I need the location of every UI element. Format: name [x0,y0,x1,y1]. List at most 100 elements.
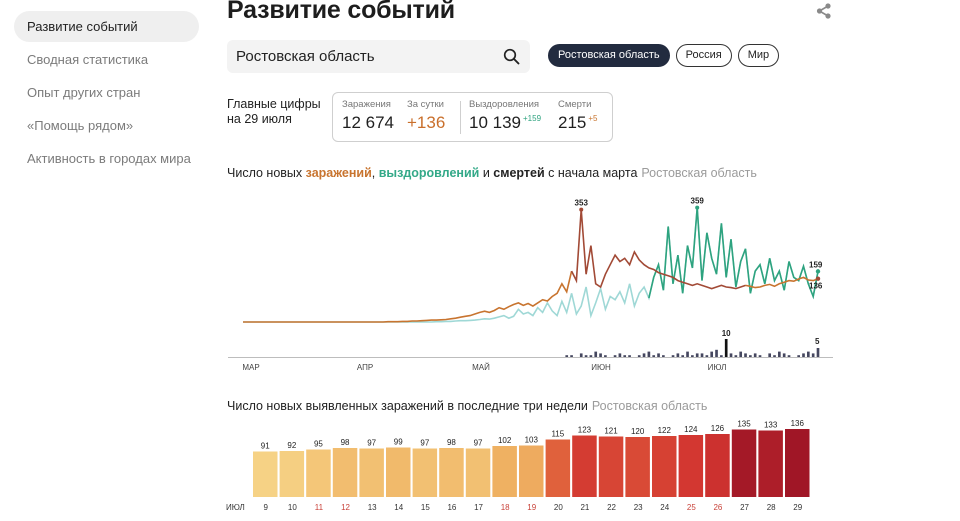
infection-bar [279,451,305,497]
deaths-bar [758,355,762,357]
deaths-bar [715,349,718,357]
infections-last-label: 136 [809,282,823,291]
share-icon[interactable] [815,2,833,20]
bar-category-label: 13 [368,503,377,512]
deaths-bar [695,353,699,357]
bar-chart: 9199210951198129713991497159816971710218… [226,420,810,512]
infections-value: 12 674 [342,113,394,132]
region-chip-rostov[interactable]: Ростовская область [548,44,670,67]
deaths-bar [720,355,723,357]
bar-category-label: 17 [474,503,483,512]
key-figures-divider [460,101,461,134]
infection-bar [332,448,358,497]
bar-value-label: 122 [658,426,672,435]
infection-bar [572,435,597,497]
infection-bar [652,436,677,497]
bar-category-label: 9 [264,503,269,512]
deaths-bar [797,355,801,357]
per-day-caption: За сутки [407,99,444,110]
x-tick-label: ИЮЛ [708,363,727,372]
deaths-bar [570,355,573,357]
sidebar-item-events[interactable]: Развитие событий [14,11,199,42]
deaths-bar [749,355,752,357]
deaths-bar [628,355,631,357]
deaths-value-row: 215 +5 [558,113,598,133]
sidebar-item-help-nearby[interactable]: «Помощь рядом» [27,118,134,133]
bar-category-label: 14 [394,503,403,512]
trend-title-region: Ростовская область [641,166,757,180]
deaths-bar [778,351,781,357]
key-figures-label-line1: Главные цифры [227,97,321,111]
deaths-bar [773,355,776,357]
infection-bar [253,451,278,497]
bar-value-label: 121 [604,427,618,436]
bar-category-label: 18 [501,503,510,512]
infection-bar [545,439,571,497]
deaths-bar [623,355,627,357]
sidebar-item-other-countries[interactable]: Опыт других стран [27,85,141,100]
bar-value-label: 136 [791,420,805,428]
infection-bar [758,430,783,497]
region-chip-world[interactable]: Мир [737,44,780,67]
bar-category-label: 22 [607,503,616,512]
bar-title-text: Число новых выявленных заражений в после… [227,399,588,413]
deaths-bar [705,355,709,357]
bar-value-label: 99 [394,438,403,447]
bar-value-label: 97 [474,439,483,448]
deaths-bar [681,355,685,357]
deaths-bar [768,353,772,357]
deaths-bar [816,348,820,357]
deaths-bar [691,355,694,357]
deaths-bar [787,355,791,357]
deaths-delta: +5 [588,114,598,124]
deaths-bar [744,353,747,357]
infection-bar [492,446,517,497]
key-figures-label: Главные цифры на 29 июля [227,97,321,127]
x-tick-label: МАР [242,363,259,372]
deaths-bar [599,353,602,357]
deaths-bar [807,351,810,357]
infection-bar [359,448,384,497]
bar-category-label: 20 [554,503,563,512]
recoveries-peak-label: 359 [691,197,705,206]
bar-category-label: 16 [447,503,456,512]
bar-category-label: 26 [713,503,722,512]
deaths-bar [671,355,675,357]
x-tick-label: АПР [357,363,373,372]
infections-last-point [815,276,821,281]
search-input[interactable] [236,40,496,73]
bar-month-label: ИЮЛ [226,503,245,512]
trend-title-infections: заражений [305,166,372,180]
trend-title-prefix: Число новых [227,166,306,180]
trend-chart: 353 359 159 136 10 5 МАР АПР МАЙ ИЮН ИЮЛ [228,197,833,372]
bar-category-label: 25 [687,503,696,512]
deaths-bar [618,353,622,357]
region-search [227,40,530,73]
bar-value-label: 126 [711,424,725,433]
deaths-bar [565,355,569,357]
region-chip-russia[interactable]: Россия [675,44,732,67]
bar-title-region: Ростовская область [591,399,708,413]
infections-caption: Заражения [342,99,391,110]
infection-bar [625,437,650,497]
search-icon[interactable] [503,48,520,65]
deaths-bar [710,351,714,357]
recoveries-line [648,207,819,300]
deaths-bar [642,353,646,357]
bar-value-label: 95 [314,440,323,449]
deaths-bar [657,353,660,357]
key-figures-date: на 29 июля [227,112,292,126]
bar-category-label: 10 [288,503,297,512]
sidebar-item-summary[interactable]: Сводная статистика [27,52,149,67]
deaths-caption: Смерти [558,99,592,110]
bar-category-label: 15 [421,503,430,512]
bar-value-label: 97 [420,439,429,448]
infection-bar [598,436,624,497]
recoveries-value-row: 10 139 +159 [469,113,541,133]
deaths-bar [613,355,617,357]
infections-peak-label: 353 [575,199,589,208]
sidebar-item-world-cities[interactable]: Активность в городах мира [27,151,191,166]
infection-bar [306,449,331,497]
bar-value-label: 123 [578,426,592,435]
